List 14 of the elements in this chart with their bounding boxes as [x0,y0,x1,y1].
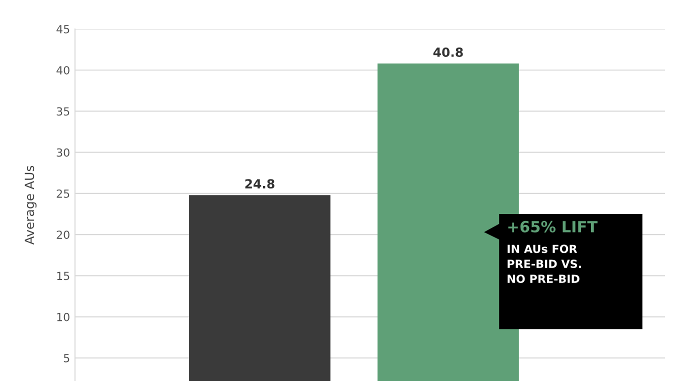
y-tick-label: 40 [56,66,70,74]
y-axis-title: Average AUs [24,166,37,245]
y-tick-label: 35 [56,107,70,116]
y-tick-label: 25 [56,189,70,198]
y-tick-label: 45 [56,25,70,34]
annotation: +65% LIFT [508,220,598,232]
y-tick-label: 30 [56,148,70,157]
annotation: IN AUs FOR PRE-BID VS. NO PRE-BID [508,244,581,284]
data-label: 24.8 [245,179,274,189]
data-label: 40.8 [433,48,463,57]
y-tick-label: 15 [57,272,70,280]
y-tick-label: 20 [56,230,70,239]
y-tick-label: 10 [57,312,70,322]
y-tick-label: 5 [64,354,70,362]
